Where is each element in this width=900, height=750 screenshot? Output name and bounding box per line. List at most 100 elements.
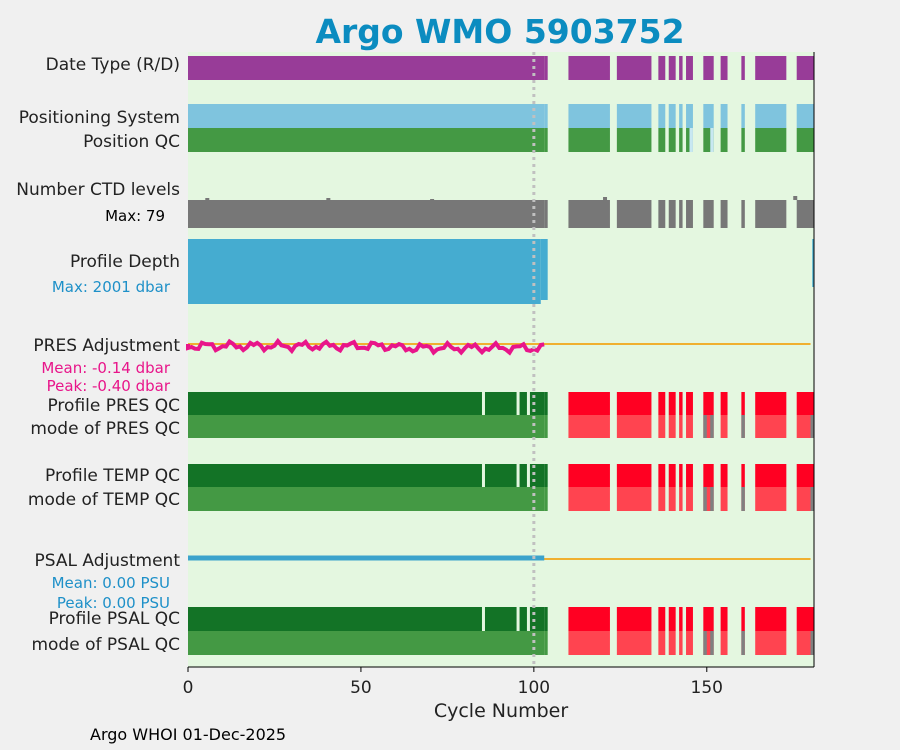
row-label-tempqc: Profile TEMP QC <box>45 466 180 486</box>
temp-mode-bar-segment <box>703 487 714 511</box>
row-label-psalqc: Profile PSAL QC <box>49 609 180 629</box>
psalmode-gray-cell <box>810 631 814 655</box>
footer-credit: Argo WHOI 01-Dec-2025 <box>90 725 287 744</box>
temp-qc-bar-segment <box>686 464 693 487</box>
pres-mode-bar-segment <box>668 415 676 438</box>
pres-qc-bar-segment <box>679 392 683 415</box>
psal-qc-bar-segment <box>658 607 666 631</box>
position-qc-light-cell <box>710 128 714 152</box>
psal-qc-bar-gap <box>481 607 485 631</box>
row-label-presmode: mode of PRES QC <box>30 419 180 439</box>
pres-mode-bar-segment <box>755 415 787 438</box>
psal-qc-bar-gap <box>516 607 520 631</box>
tempmode-gray-cell <box>710 487 714 511</box>
pres-qc-bar-segment <box>568 392 610 415</box>
ctd-level-bar <box>796 200 814 228</box>
positioning-bar-segment <box>720 104 728 128</box>
pres-mode-bar-segment <box>720 415 728 438</box>
positioning-bar-segment <box>755 104 787 128</box>
pres-qc-bar-gap <box>526 392 530 415</box>
temp-qc-bar-segment <box>188 464 545 487</box>
profile-depth-bar <box>188 239 541 304</box>
psal-qc-bar-segment <box>544 607 548 631</box>
ctd-level-spike <box>430 199 435 200</box>
temp-mode-bar-segment <box>568 487 610 511</box>
ctd-level-bar <box>544 200 548 228</box>
temp-mode-bar-segment <box>544 487 548 511</box>
psal-qc-bar-segment <box>668 607 676 631</box>
psal-mode-bar-segment <box>568 631 610 655</box>
temp-mode-bar-segment <box>755 487 787 511</box>
ctd-level-bar <box>720 200 728 228</box>
x-tick-label: 0 <box>183 678 194 698</box>
temp-qc-bar-segment <box>544 464 548 487</box>
ctd-level-spike <box>326 198 331 200</box>
pres-mode-bar-segment <box>679 415 683 438</box>
psal-mode-bar-segment <box>544 631 548 655</box>
presmode-gray-cell <box>703 415 707 438</box>
psalmode-gray-cell <box>703 631 707 655</box>
x-tick-label: 150 <box>691 678 723 698</box>
row-label-possys: Positioning System <box>19 108 180 128</box>
presmode-gray-cell <box>710 415 714 438</box>
presmode-gray-cell <box>810 415 814 438</box>
temp-qc-bar-gap <box>516 464 520 487</box>
position-qc-light-cell <box>689 128 693 152</box>
row-label-presadj: PRES Adjustment <box>33 336 180 356</box>
profile-depth-bar <box>812 239 814 287</box>
temp-qc-bar-segment <box>679 464 683 487</box>
temp-qc-bar-segment <box>720 464 728 487</box>
date-type-bar-segment <box>686 56 693 80</box>
psalmode-gray-cell <box>741 631 745 655</box>
positioning-bar-segment <box>616 104 652 128</box>
psal-qc-bar-segment <box>686 607 693 631</box>
pres-qc-bar-segment <box>796 392 814 415</box>
position-qc-bar-segment <box>720 128 728 152</box>
psal-mode-bar-segment <box>668 631 676 655</box>
positioning-bar-segment <box>658 104 666 128</box>
psal-mode-bar-segment <box>755 631 787 655</box>
pres-qc-bar-segment <box>616 392 652 415</box>
pres-mode-bar-segment <box>686 415 693 438</box>
position-qc-bar-segment <box>616 128 652 152</box>
chart-title: Argo WMO 5903752 <box>315 12 685 51</box>
positioning-bar-segment <box>796 104 814 128</box>
row-label-depth: Profile Depth <box>70 252 180 272</box>
row-label-psaladj: PSAL Adjustment <box>35 551 181 571</box>
position-qc-bar-segment <box>755 128 787 152</box>
psal-mode-bar-segment <box>703 631 714 655</box>
position-qc-bar-segment <box>668 128 676 152</box>
pres-mode-bar-segment <box>544 415 548 438</box>
positioning-bar-segment <box>668 104 676 128</box>
row-label-presqc: Profile PRES QC <box>47 396 180 416</box>
x-tick-label: 100 <box>518 678 550 698</box>
temp-mode-bar-segment <box>796 487 814 511</box>
temp-qc-bar-segment <box>755 464 787 487</box>
psal-mode-bar-segment <box>720 631 728 655</box>
ctd-level-bar <box>741 200 745 228</box>
pres-peak-label: Peak: -0.40 dbar <box>47 377 171 395</box>
pres-qc-bar-segment <box>668 392 676 415</box>
profile-depth-bar <box>540 239 548 300</box>
positioning-bar-segment <box>188 104 545 128</box>
temp-qc-bar-gap <box>526 464 530 487</box>
pres-qc-bar-segment <box>686 392 693 415</box>
psal-qc-bar-gap <box>526 607 530 631</box>
date-type-bar-segment <box>741 56 745 80</box>
psal-mode-bar-segment <box>616 631 652 655</box>
position-qc-bar-segment <box>544 128 548 152</box>
pres-qc-bar-segment <box>755 392 787 415</box>
date-type-bar-segment <box>755 56 787 80</box>
row-label-psalmode: mode of PSAL QC <box>31 635 180 655</box>
temp-mode-bar-segment <box>720 487 728 511</box>
ctd-level-spike <box>205 198 210 200</box>
temp-mode-bar-segment <box>679 487 683 511</box>
date-type-bar-segment <box>188 56 545 80</box>
position-qc-bar-segment <box>188 128 545 152</box>
psal-qc-bar-segment <box>755 607 787 631</box>
date-type-bar-segment <box>720 56 728 80</box>
position-qc-bar-segment <box>679 128 683 152</box>
positioning-bar-segment <box>686 104 693 128</box>
positioning-bar-segment <box>679 104 683 128</box>
